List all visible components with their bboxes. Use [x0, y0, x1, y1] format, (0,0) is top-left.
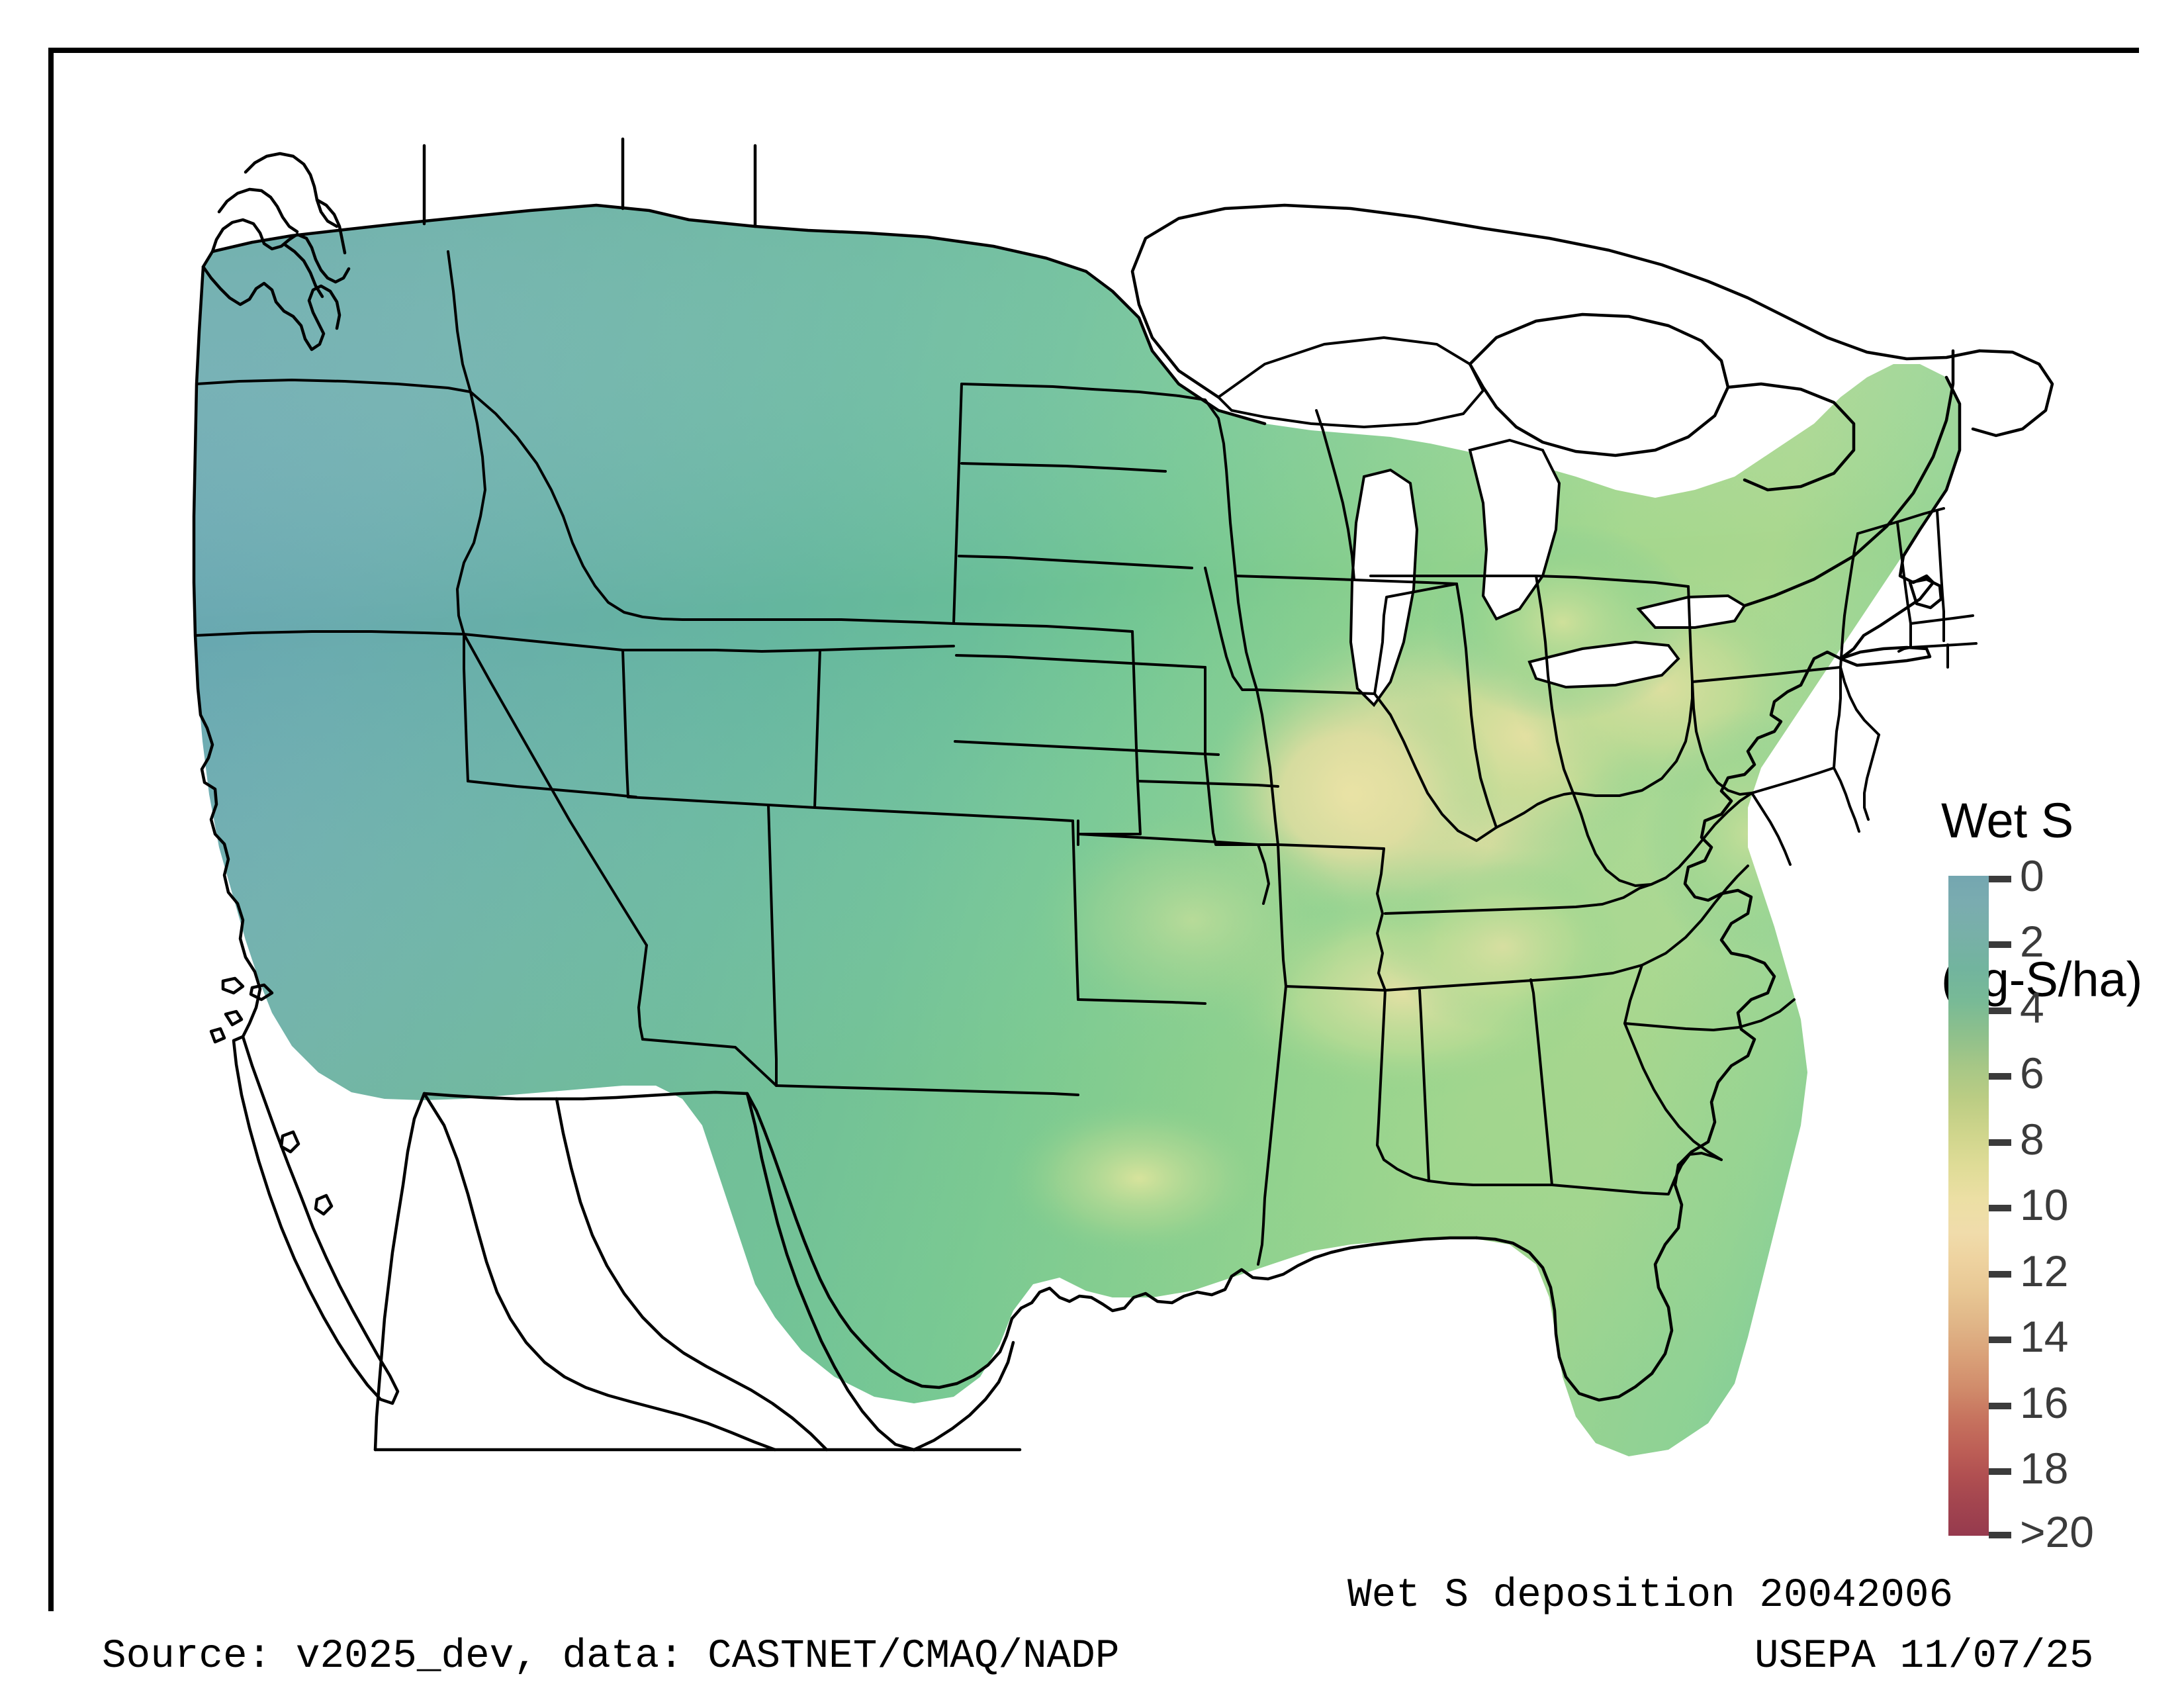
credit-caption: USEPA 11/07/25	[1754, 1634, 2094, 1679]
colorbar-gradient	[1948, 876, 1989, 1536]
colorbar-tick	[1989, 1336, 2011, 1343]
colorbar-label: 0	[2020, 851, 2044, 900]
colorbar-label: 14	[2020, 1312, 2069, 1361]
colorbar: 0 2 4 6 8 10 12 14 16 18 >20	[1948, 854, 2167, 1554]
legend: Wet S (kg-S/ha) 0 2 4 6 8	[1893, 688, 2178, 1562]
colorbar-label: 10	[2020, 1180, 2069, 1229]
map-area	[54, 53, 2144, 1617]
colorbar-tick	[1989, 1139, 2011, 1146]
source-caption: Source: v2025_dev, data: CASTNET/CMAQ/NA…	[102, 1634, 1120, 1679]
colorbar-label: 16	[2020, 1378, 2069, 1427]
us-deposition-map	[54, 53, 2144, 1617]
colorbar-tick	[1989, 1468, 2011, 1475]
colorbar-label: 8	[2020, 1115, 2044, 1164]
colorbar-tick	[1989, 1205, 2011, 1211]
colorbar-label: 12	[2020, 1246, 2069, 1295]
national-borders	[192, 137, 2054, 1452]
colorbar-label: 18	[2020, 1444, 2069, 1493]
colorbar-label: 4	[2020, 983, 2044, 1032]
colorbar-tick	[1989, 1403, 2011, 1409]
colorbar-label: 6	[2020, 1049, 2044, 1098]
colorbar-label: 2	[2020, 917, 2044, 966]
colorbar-tick	[1989, 1073, 2011, 1080]
great-lakes	[1216, 336, 1747, 708]
colorbar-label: >20	[2020, 1507, 2094, 1556]
colorbar-tick	[1989, 1008, 2011, 1014]
colorbar-tick	[1989, 1271, 2011, 1278]
colorbar-tick	[1989, 876, 2011, 882]
state-boundaries	[194, 250, 1978, 1266]
plot-frame: Wet S (kg-S/ha) 0 2 4 6 8	[48, 48, 2144, 1679]
legend-title-line1: Wet S	[1941, 793, 2074, 848]
colorbar-tick	[1989, 1532, 2011, 1538]
map-title: Wet S deposition 20042006	[1347, 1573, 1954, 1618]
colorbar-tick	[1989, 941, 2011, 948]
